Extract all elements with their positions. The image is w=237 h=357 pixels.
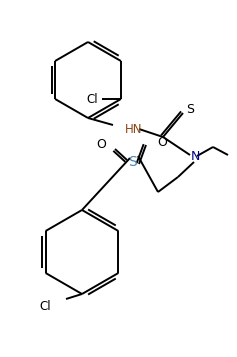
Text: O: O <box>157 136 167 149</box>
Text: S: S <box>186 102 194 116</box>
Text: Cl: Cl <box>86 92 98 106</box>
Text: O: O <box>96 137 106 151</box>
Text: N: N <box>191 150 200 162</box>
Text: S: S <box>129 155 137 169</box>
Text: Cl: Cl <box>39 300 51 312</box>
Text: HN: HN <box>125 122 142 136</box>
